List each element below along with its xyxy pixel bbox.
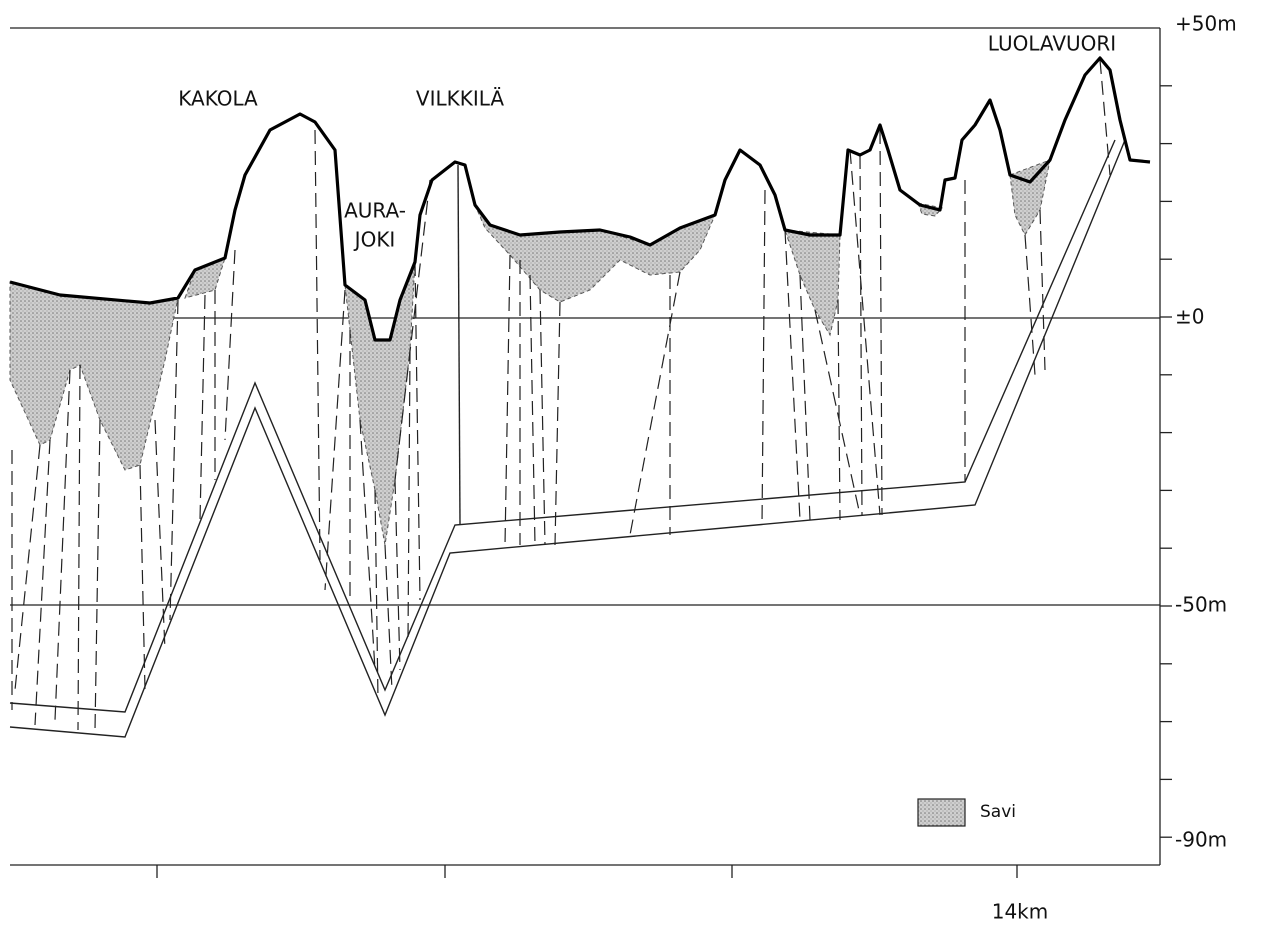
legend: Savi: [918, 799, 1016, 826]
bedrock-lines: [10, 140, 1125, 737]
depth-label: -90m: [1175, 828, 1227, 852]
drill-lines: [12, 60, 1110, 730]
depth-label: +50m: [1175, 12, 1237, 36]
place-label: JOKI: [353, 228, 396, 252]
frame: [10, 28, 1172, 878]
legend-swatch: [918, 799, 965, 826]
place-label: LUOLAVUORI: [988, 32, 1116, 56]
legend-label: Savi: [980, 802, 1016, 822]
place-label: AURA-: [344, 199, 406, 223]
place-label: KAKOLA: [178, 87, 258, 111]
cross-section: KAKOLA VILKKILÄ AURA- JOKI LUOLAVUORI +5…: [0, 0, 1278, 929]
depth-label: ±0: [1175, 305, 1204, 329]
depth-label: -50m: [1175, 593, 1227, 617]
clay-deposits: [10, 160, 1050, 545]
place-label: VILKKILÄ: [416, 87, 504, 111]
distance-label: 14km: [992, 900, 1049, 924]
